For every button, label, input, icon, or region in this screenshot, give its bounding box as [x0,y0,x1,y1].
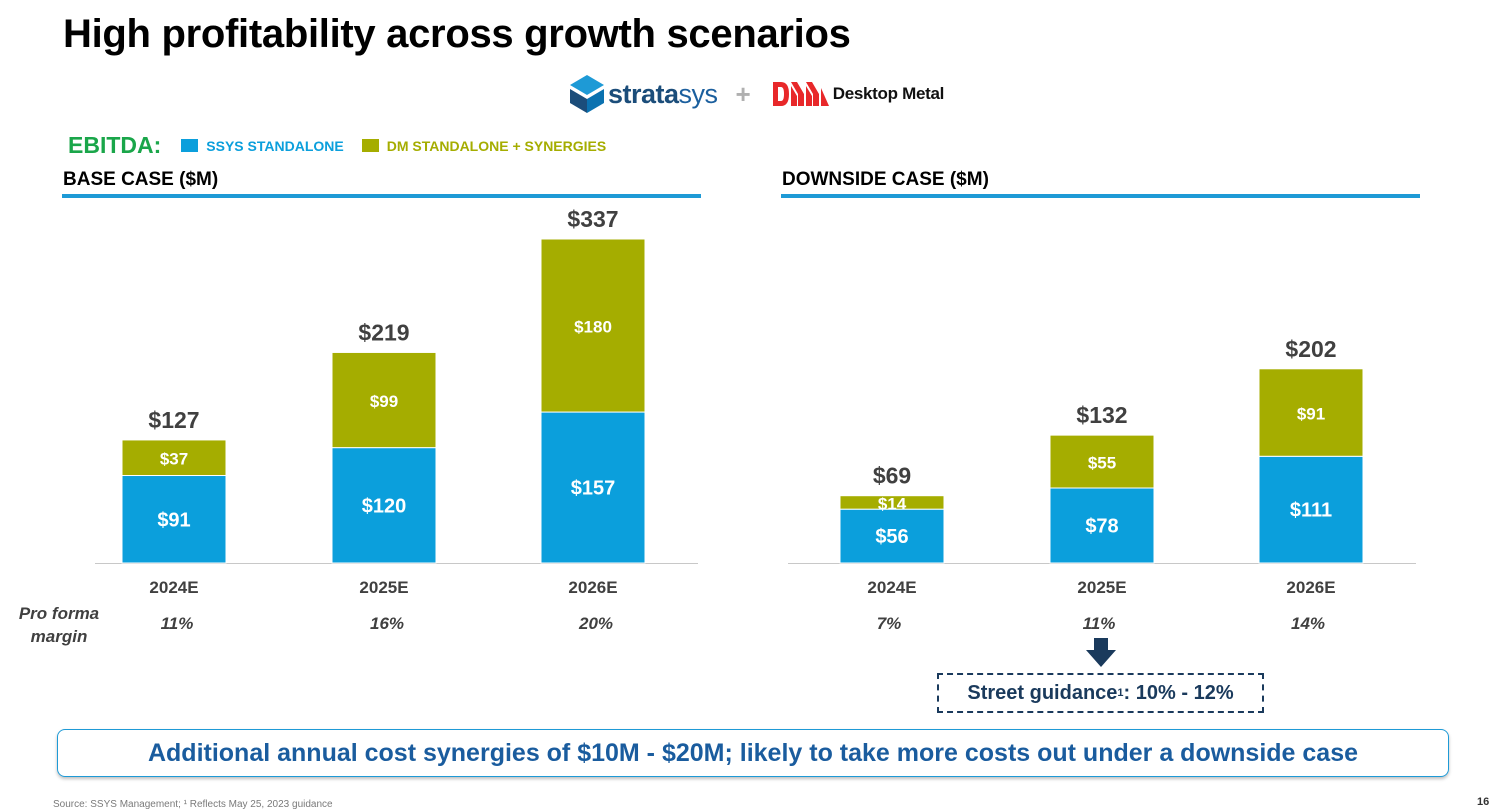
downside-bar-2024E-ssys [839,508,945,564]
base-category-label-2026E: 2026E [568,578,617,597]
downside-bar-2025E-ssys [1049,487,1155,564]
downside-margin-2024E: 7% [876,614,902,633]
downside-bar-2026E-dm [1258,368,1364,457]
downside-margin-2026E: 14% [1290,614,1326,633]
stratasys-logo-icon [570,75,604,113]
downside-value-label-2026E-ssys: $111 [1290,500,1332,522]
street-guidance-box: Street guidance 1: 10% - 12% [937,673,1264,713]
base-total-label-2025E: $219 [358,319,409,345]
downside-value-label-2024E-dm: $14 [878,494,907,513]
base-value-label-2024E-ssys: $91 [157,509,190,531]
base-value-label-2025E-ssys: $120 [362,495,407,517]
base-bar-2026E-ssys [540,411,646,564]
downside-value-label-2026E-dm: $91 [1297,405,1325,424]
base-bar-2025E-dm [331,351,437,449]
source-footnote: Source: SSYS Management; ¹ Reflects May … [53,799,333,810]
stratasys-logo: stratasys [570,75,718,113]
base-margin-2026E: 20% [578,614,614,633]
downside-category-label-2025E: 2025E [1077,578,1126,597]
base-value-label-2026E-dm: $180 [574,318,612,337]
downside-total-label-2026E: $202 [1285,336,1336,362]
legend-item-ssys: SSYS STANDALONE [181,137,344,154]
legend: EBITDA: SSYS STANDALONE DM STANDALONE + … [68,132,624,159]
page-title: High profitability across growth scenari… [63,12,851,56]
base-value-label-2025E-dm: $99 [370,392,398,411]
base-category-label-2024E: 2024E [149,578,198,597]
base-total-label-2024E: $127 [148,407,199,433]
downside-total-label-2025E: $132 [1076,402,1127,428]
logo-bar: stratasys + Desktop Metal [570,72,944,116]
downside-case-title: DOWNSIDE CASE ($M) [782,169,989,190]
downside-category-label-2024E: 2024E [867,578,916,597]
street-guidance-range: : 10% - 12% [1123,681,1234,704]
plus-sign: + [735,78,751,109]
legend-swatch-dm [361,139,379,152]
base-margin-2024E: 11% [160,614,194,633]
base-bar-2026E-dm [540,238,646,413]
downside-margin-2025E: 11% [1082,614,1116,633]
downside-bar-2024E-dm [839,495,945,510]
base-margin-2025E: 16% [369,614,405,633]
base-value-label-2026E-ssys: $157 [571,478,616,500]
legend-label: EBITDA: [68,132,162,158]
downside-total-label-2024E: $69 [873,463,911,489]
base-bar-2024E-ssys [121,475,227,564]
legend-text-ssys: SSYS STANDALONE [206,137,344,154]
base-total-label-2026E: $337 [567,206,618,232]
base-case-title: BASE CASE ($M) [63,169,219,190]
pro-forma-margin-label: Pro forma margin [4,602,114,648]
down-arrow-icon [1086,638,1116,667]
desktop-metal-logo-icon [772,82,829,106]
downside-value-label-2024E-ssys: $56 [875,526,908,548]
street-guidance-text: Street guidance [967,681,1118,704]
downside-category-label-2026E: 2026E [1286,578,1335,597]
base-case-rule [62,194,701,198]
downside-bar-2025E-dm [1049,434,1155,489]
pro-forma-margin-label-line2: margin [30,627,88,646]
synergies-banner: Additional annual cost synergies of $10M… [57,729,1449,777]
legend-text-dm: DM STANDALONE + SYNERGIES [386,137,607,154]
legend-item-dm: DM STANDALONE + SYNERGIES [361,137,607,154]
downside-case-rule [781,194,1420,198]
base-category-label-2025E: 2025E [359,578,408,597]
legend-swatch-ssys [181,139,199,152]
desktop-metal-logo: Desktop Metal [772,82,945,106]
street-guidance-footnote-mark: 1 [1117,687,1124,699]
stratasys-wordmark: stratasys [608,78,718,109]
downside-value-label-2025E-dm: $55 [1088,454,1116,473]
page-number: 16 [1477,796,1490,808]
base-bar-2025E-ssys [331,447,437,564]
desktop-metal-wordmark: Desktop Metal [832,84,945,103]
downside-value-label-2025E-ssys: $78 [1085,516,1118,538]
base-value-label-2024E-dm: $37 [160,450,188,469]
pro-forma-margin-label-line1: Pro forma [18,604,100,623]
base-bar-2024E-dm [121,439,227,477]
